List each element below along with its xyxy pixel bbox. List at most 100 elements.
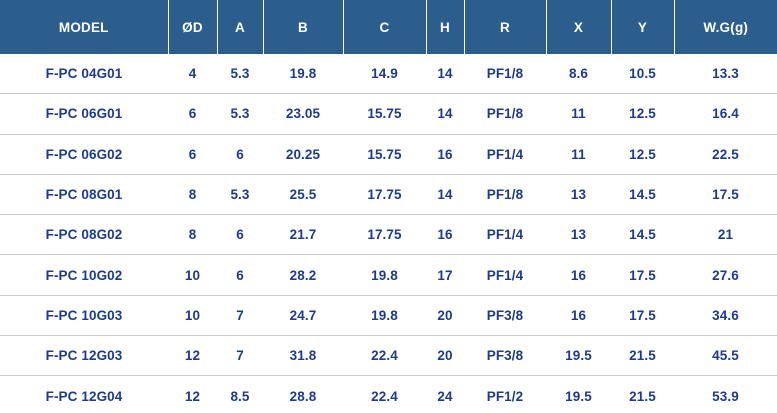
value-cell: 24 xyxy=(426,375,464,413)
value-cell: 31.8 xyxy=(263,335,343,376)
model-cell: F-PC 06G01 xyxy=(0,93,168,135)
value-cell: 8 xyxy=(168,173,217,215)
column-header: B xyxy=(262,0,343,54)
value-cell: 20.25 xyxy=(263,133,343,175)
value-cell: 11 xyxy=(546,133,611,175)
value-cell: 17.75 xyxy=(343,173,426,215)
model-cell: F-PC 12G04 xyxy=(0,375,168,413)
value-cell: 5.3 xyxy=(217,93,263,135)
spec-table-body: F-PC 04G01 4 5.3 19.8 14.9 14 PF1/8 8.6 10.5 13.3… xyxy=(0,54,777,413)
value-cell: 21.5 xyxy=(611,375,674,413)
table-row: F-PC 10G03 10 7 24.7 19.8 20 PF3/8 16 17.5 34.6 xyxy=(0,294,777,336)
column-header: R xyxy=(463,0,546,54)
model-cell: F-PC 10G02 xyxy=(0,254,168,296)
value-cell: 22.4 xyxy=(343,335,426,376)
value-cell: 13.3 xyxy=(674,54,777,94)
table-row: F-PC 08G02 8 6 21.7 17.75 16 PF1/4 13 14.5 21 xyxy=(0,214,777,255)
value-cell: 22.5 xyxy=(674,133,777,175)
value-cell: 23.05 xyxy=(263,93,343,135)
value-cell: 16 xyxy=(546,254,611,296)
model-cell: F-PC 08G02 xyxy=(0,214,168,255)
value-cell: 20 xyxy=(426,335,464,376)
model-cell: F-PC 10G03 xyxy=(0,294,168,336)
value-cell: 17.75 xyxy=(343,214,426,255)
value-cell: 15.75 xyxy=(343,133,426,175)
value-cell: 14.5 xyxy=(611,214,674,255)
value-cell: 17.5 xyxy=(611,294,674,336)
column-header: C xyxy=(342,0,426,54)
value-cell: 12 xyxy=(168,375,217,413)
value-cell: 13 xyxy=(546,214,611,255)
model-cell: F-PC 08G01 xyxy=(0,173,168,215)
value-cell: 7 xyxy=(217,294,263,336)
value-cell: PF1/8 xyxy=(464,93,546,135)
value-cell: 10 xyxy=(168,294,217,336)
value-cell: PF1/4 xyxy=(464,214,546,255)
value-cell: 14.5 xyxy=(611,173,674,215)
value-cell: 16 xyxy=(426,214,464,255)
value-cell: 5.3 xyxy=(217,54,263,94)
value-cell: 8.5 xyxy=(217,375,263,413)
value-cell: 15.75 xyxy=(343,93,426,135)
table-row: F-PC 10G02 10 6 28.2 19.8 17 PF1/4 16 17.5 27.6 xyxy=(0,254,777,296)
value-cell: 21.7 xyxy=(263,214,343,255)
value-cell: 12.5 xyxy=(611,93,674,135)
value-cell: 17.5 xyxy=(611,254,674,296)
value-cell: 4 xyxy=(168,54,217,94)
value-cell: 28.2 xyxy=(263,254,343,296)
value-cell: 14.9 xyxy=(343,54,426,94)
table-row: F-PC 12G03 12 7 31.8 22.4 20 PF3/8 19.5 21.5 45.5 xyxy=(0,335,777,376)
value-cell: 53.9 xyxy=(674,375,777,413)
value-cell: 20 xyxy=(426,294,464,336)
value-cell: 19.5 xyxy=(546,375,611,413)
value-cell: 17 xyxy=(426,254,464,296)
value-cell: 12 xyxy=(168,335,217,376)
value-cell: 10.5 xyxy=(611,54,674,94)
value-cell: 28.8 xyxy=(263,375,343,413)
value-cell: 16 xyxy=(426,133,464,175)
value-cell: 6 xyxy=(168,93,217,135)
value-cell: 21 xyxy=(674,214,777,255)
value-cell: PF1/4 xyxy=(464,133,546,175)
table-row: F-PC 08G01 8 5.3 25.5 17.75 14 PF1/8 13 14.5 17.5 xyxy=(0,173,777,215)
column-header: ØD xyxy=(167,0,217,54)
value-cell: 12.5 xyxy=(611,133,674,175)
table-row: F-PC 06G01 6 5.3 23.05 15.75 14 PF1/8 11 12.5 16.… xyxy=(0,93,777,135)
table-row: F-PC 04G01 4 5.3 19.8 14.9 14 PF1/8 8.6 10.5 13.3 xyxy=(0,54,777,94)
model-cell: F-PC 04G01 xyxy=(0,54,168,94)
model-cell: F-PC 06G02 xyxy=(0,133,168,175)
value-cell: 19.8 xyxy=(343,294,426,336)
value-cell: 16 xyxy=(546,294,611,336)
model-cell: F-PC 12G03 xyxy=(0,335,168,376)
value-cell: 24.7 xyxy=(263,294,343,336)
value-cell: PF3/8 xyxy=(464,335,546,376)
value-cell: 7 xyxy=(217,335,263,376)
value-cell: PF1/8 xyxy=(464,173,546,215)
table-row: F-PC 12G04 12 8.5 28.8 22.4 24 PF1/2 19.5 21.5 53… xyxy=(0,375,777,413)
value-cell: 13 xyxy=(546,173,611,215)
column-header: H xyxy=(425,0,464,54)
column-header: W.G(g) xyxy=(673,0,777,54)
value-cell: 5.3 xyxy=(217,173,263,215)
value-cell: 27.6 xyxy=(674,254,777,296)
value-cell: 45.5 xyxy=(674,335,777,376)
column-header: X xyxy=(545,0,611,54)
value-cell: 19.5 xyxy=(546,335,611,376)
value-cell: 34.6 xyxy=(674,294,777,336)
spec-table-head: MODEL ØD A B C H R X Y W.G(g) xyxy=(0,0,777,54)
value-cell: 6 xyxy=(217,133,263,175)
value-cell: 8.6 xyxy=(546,54,611,94)
table-row: F-PC 06G02 6 6 20.25 15.75 16 PF1/4 11 12.5 22.5 xyxy=(0,133,777,175)
value-cell: 21.5 xyxy=(611,335,674,376)
header-row: MODEL ØD A B C H R X Y W.G(g) xyxy=(0,0,777,54)
value-cell: 6 xyxy=(168,133,217,175)
value-cell: PF1/8 xyxy=(464,54,546,94)
value-cell: 14 xyxy=(426,54,464,94)
value-cell: 14 xyxy=(426,93,464,135)
value-cell: 17.5 xyxy=(674,173,777,215)
column-header: MODEL xyxy=(0,0,168,54)
value-cell: 19.8 xyxy=(263,54,343,94)
value-cell: PF3/8 xyxy=(464,294,546,336)
